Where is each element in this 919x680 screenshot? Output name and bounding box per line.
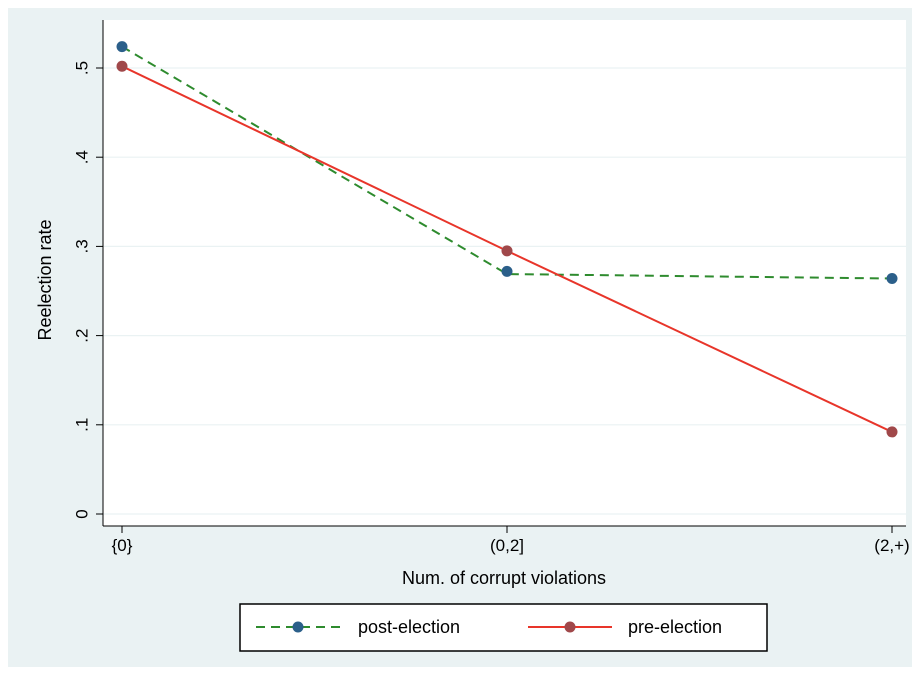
legend-pre-election-label: pre-election	[628, 617, 722, 637]
x-axis-title: Num. of corrupt violations	[402, 568, 606, 588]
data-point-post-election	[117, 41, 128, 52]
legend: post-election pre-election	[240, 604, 767, 651]
data-point-pre-election	[502, 245, 513, 256]
legend-post-election-label: post-election	[358, 617, 460, 637]
y-tick-label: .2	[73, 329, 92, 343]
y-tick-label: 0	[73, 509, 92, 518]
y-tick-label: .1	[73, 418, 92, 432]
data-point-post-election	[502, 266, 513, 277]
y-axis-title: Reelection rate	[35, 219, 55, 340]
y-tick-label: .5	[73, 61, 92, 75]
x-tick-label: {0}	[112, 536, 133, 555]
legend-post-election-marker	[293, 622, 304, 633]
x-tick-label: (2,+)	[874, 536, 909, 555]
data-point-pre-election	[117, 61, 128, 72]
data-point-pre-election	[887, 426, 898, 437]
y-tick-label: .4	[73, 150, 92, 164]
x-tick-label: (0,2]	[490, 536, 524, 555]
y-tick-label: .3	[73, 239, 92, 253]
legend-pre-election-marker	[565, 622, 576, 633]
data-point-post-election	[887, 273, 898, 284]
